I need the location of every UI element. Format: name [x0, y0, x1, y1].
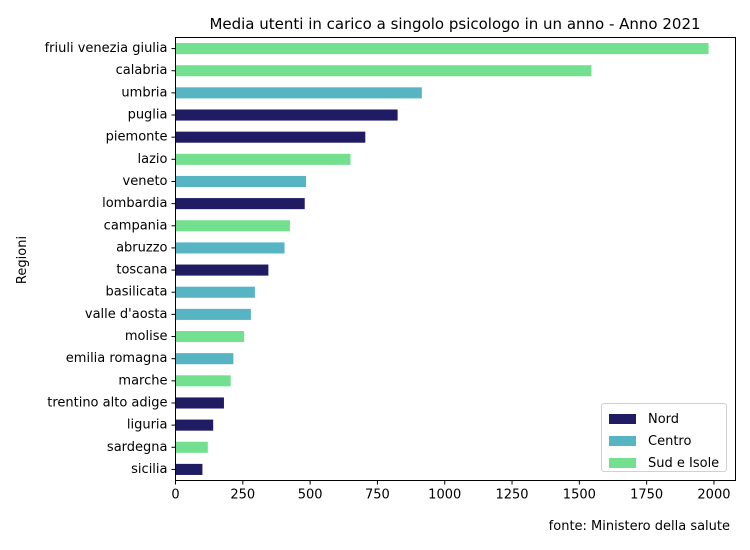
y-tick-label-toscana: toscana [116, 263, 167, 278]
legend-item-nord: Nord [602, 408, 726, 430]
y-tick-label-lombardia: lombardia [102, 196, 167, 211]
bar-basilicata [175, 286, 255, 298]
bar-puglia [175, 109, 398, 121]
x-tick-label-1250: 1250 [495, 488, 528, 503]
legend-swatch-centro [609, 436, 636, 446]
x-tick-label-250: 250 [230, 488, 255, 503]
bar-lombardia [175, 198, 305, 210]
legend-label-sud-e-isole: Sud e Isole [648, 455, 720, 471]
y-tick-label-piemonte: piemonte [106, 130, 168, 145]
source-note: fonte: Ministero della salute [548, 519, 730, 534]
y-tick-label-marche: marche [118, 373, 167, 388]
legend: Nord Centro Sud e Isole [601, 403, 727, 472]
legend-label-centro: Centro [648, 433, 692, 449]
bar-trentino-alto-adige [175, 397, 224, 409]
bar-liguria [175, 419, 214, 431]
y-tick-label-campania: campania [104, 218, 168, 233]
y-tick-label-emilia-romagna: emilia romagna [66, 351, 168, 366]
plot-frame [175, 37, 736, 481]
bar-lazio [175, 153, 351, 165]
x-tick-label-0: 0 [171, 488, 179, 503]
bar-sicilia [175, 463, 203, 475]
bar-sardegna [175, 441, 208, 453]
bar-valle-d-aosta [175, 308, 251, 320]
y-tick-label-valle-d-aosta: valle d'aosta [85, 307, 168, 322]
x-tick-label-2000: 2000 [697, 488, 730, 503]
y-tick-label-umbria: umbria [121, 85, 167, 100]
bars-group [175, 43, 709, 475]
y-tick-label-abruzzo: abruzzo [116, 240, 167, 255]
bar-molise [175, 330, 245, 343]
bar-veneto [175, 175, 307, 188]
bar-emilia-romagna [175, 353, 234, 365]
legend-swatch-nord [609, 414, 636, 424]
legend-item-sud-e-isole: Sud e Isole [602, 452, 726, 474]
y-tick-label-calabria: calabria [116, 63, 168, 78]
x-tick-label-500: 500 [298, 488, 323, 503]
x-tick-label-1500: 1500 [563, 488, 596, 503]
y-tick-label-veneto: veneto [123, 174, 168, 189]
y-tick-label-puglia: puglia [128, 108, 168, 123]
y-tick-label-lazio: lazio [138, 152, 168, 167]
bar-toscana [175, 264, 269, 276]
bar-campania [175, 220, 290, 232]
legend-swatch-sud-e-isole [609, 458, 636, 468]
y-tick-label-sicilia: sicilia [131, 462, 167, 477]
legend-label-nord: Nord [648, 411, 680, 427]
x-tick-label-1750: 1750 [630, 488, 663, 503]
bar-piemonte [175, 131, 366, 143]
bar-marche [175, 375, 231, 387]
y-tick-label-sardegna: sardegna [107, 440, 168, 455]
y-tick-label-trentino-alto-adige: trentino alto adige [47, 395, 167, 410]
chart-title: Media utenti in carico a singolo psicolo… [209, 15, 700, 33]
legend-item-centro: Centro [602, 430, 726, 452]
y-axis-label: Regioni [15, 236, 30, 284]
y-tick-label-friuli-venezia-giulia: friuli venezia giulia [45, 41, 168, 56]
y-tick-label-molise: molise [125, 329, 168, 344]
bar-abruzzo [175, 242, 285, 254]
bar-calabria [175, 65, 592, 77]
x-tick-labels: 0 250 500 750 1000 1250 1500 1750 2000 [171, 480, 731, 503]
x-tick-label-1000: 1000 [428, 488, 461, 503]
y-tick-labels: friuli venezia giulia calabria umbria pugli… [45, 41, 176, 477]
bar-umbria [175, 87, 422, 99]
bar-friuli-venezia-giulia [175, 43, 709, 55]
y-tick-label-basilicata: basilicata [105, 285, 167, 300]
x-tick-label-750: 750 [365, 488, 390, 503]
y-tick-label-liguria: liguria [127, 418, 168, 433]
